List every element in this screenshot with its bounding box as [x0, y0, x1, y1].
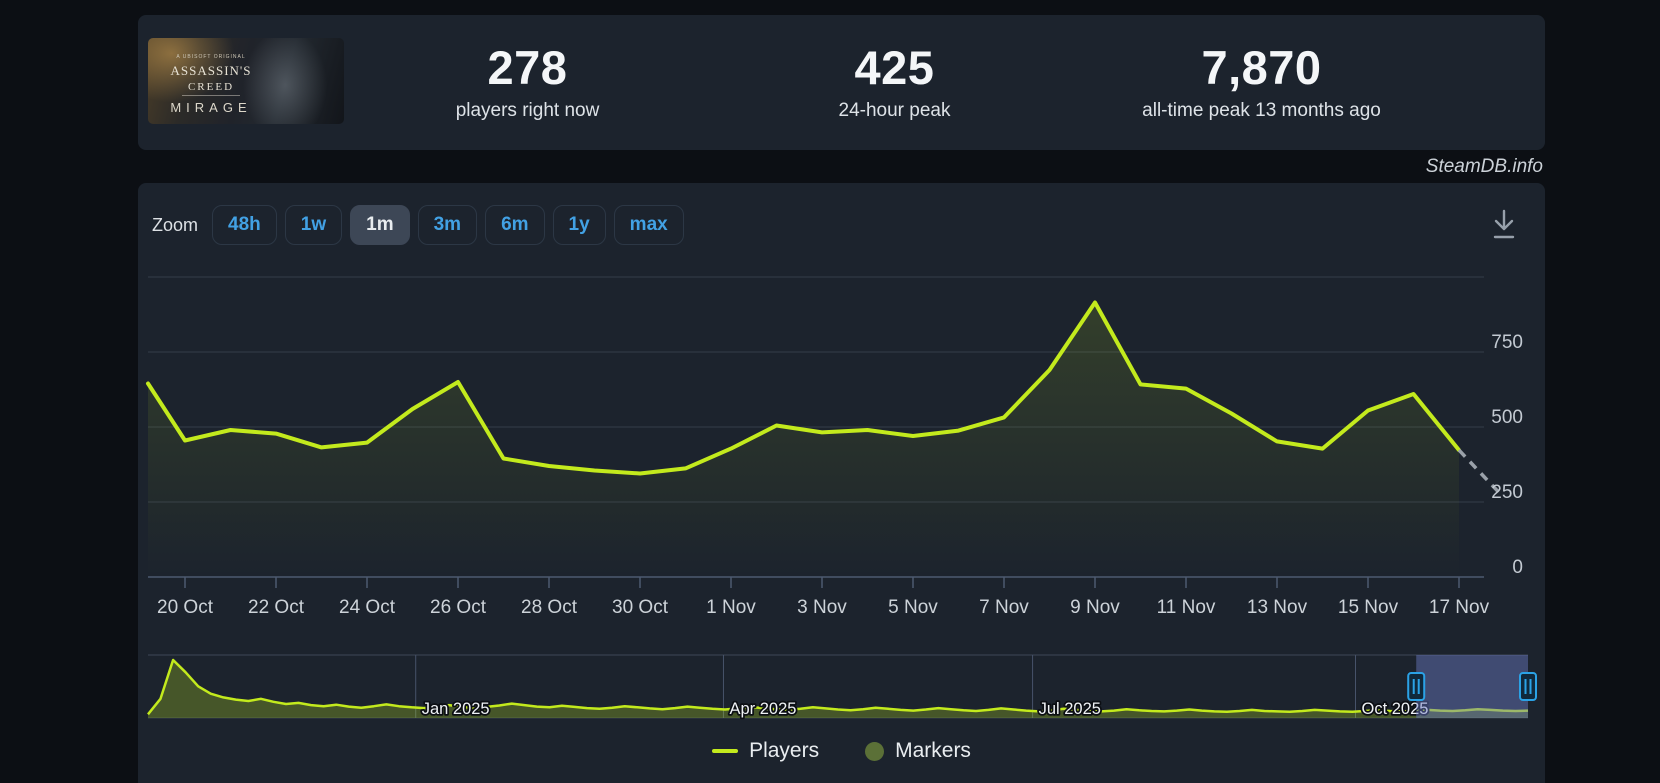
navigator-selection-window[interactable] [1416, 655, 1528, 718]
navigator-month-label: Oct 2025 [1362, 700, 1429, 718]
legend-item-markers[interactable]: Markers [865, 739, 971, 763]
players-projection-dashed-line [1457, 448, 1502, 495]
x-axis-label: 3 Nov [797, 597, 847, 618]
navigator-handle-left[interactable] [1407, 672, 1426, 701]
players-series [146, 300, 1502, 577]
x-axis-label: 22 Oct [248, 597, 305, 618]
zoom-toolbar: Zoom 48h 1w 1m 3m 6m 1y max [152, 205, 692, 245]
range-button-1m[interactable]: 1m [350, 205, 410, 245]
stat-label: 24-hour peak [838, 100, 951, 122]
y-axis-label: 750 [1491, 332, 1523, 353]
game-capsule-text: A UBISOFT ORIGINAL ASSASSIN'S CREED MIRA… [156, 54, 266, 115]
markers-swatch-circle-icon [865, 741, 885, 761]
players-line [146, 300, 1461, 476]
range-button-1y[interactable]: 1y [552, 205, 606, 245]
stat-value: 425 [854, 40, 935, 94]
range-button-6m[interactable]: 6m [485, 205, 545, 245]
navigator-line [147, 658, 1529, 716]
capsule-game-title: MIRAGE [170, 100, 252, 115]
x-axis-label: 7 Nov [979, 597, 1029, 618]
navigator-month-label: Jul 2025 [1039, 700, 1101, 718]
x-axis-label: 13 Nov [1247, 597, 1308, 618]
zoom-label: Zoom [152, 214, 199, 235]
player-stats-row: 278 players right now 425 24-hour peak 7,870… [344, 15, 1445, 150]
capsule-brand-line2: CREED [181, 81, 241, 96]
stat-label: players right now [455, 100, 600, 122]
x-axis-label: 11 Nov [1157, 597, 1216, 618]
navigator-month-label: Apr 2025 [729, 700, 796, 718]
range-button-3m[interactable]: 3m [417, 205, 478, 245]
y-axis-label: 250 [1491, 482, 1523, 503]
y-axis-label: 500 [1491, 407, 1523, 428]
app-header-card: A UBISOFT ORIGINAL ASSASSIN'S CREED MIRA… [138, 15, 1545, 150]
y-axis-label: 0 [1512, 557, 1523, 578]
x-axis-label: 17 Nov [1429, 597, 1490, 618]
game-capsule-image[interactable]: A UBISOFT ORIGINAL ASSASSIN'S CREED MIRA… [148, 38, 344, 124]
range-button-1w[interactable]: 1w [284, 205, 343, 245]
download-chart-button[interactable] [1487, 207, 1521, 243]
stat-block-2: 7,870 all-time peak 13 months ago [1078, 40, 1445, 122]
players-swatch-line-icon [712, 749, 739, 753]
players-chart-canvas[interactable]: 0 250 500 750 20 Oct 22 Oct 24 Oct 26 Oct 28 Oct… [138, 183, 1545, 783]
stat-block-1: 425 24-hour peak [711, 40, 1078, 122]
range-button-max[interactable]: max [613, 205, 684, 245]
stat-value: 278 [487, 40, 568, 94]
x-axis-label: 28 Oct [521, 597, 578, 618]
navigator-handle-right[interactable] [1519, 672, 1537, 701]
navigator-month-label: Jan 2025 [422, 700, 490, 718]
stat-value: 7,870 [1201, 40, 1322, 94]
legend-label: Players [749, 739, 820, 762]
download-icon [1493, 209, 1515, 239]
x-axis-label: 15 Nov [1338, 597, 1399, 618]
capsule-brand-line1: ASSASSIN'S [170, 63, 252, 78]
x-axis-label: 30 Oct [612, 597, 669, 618]
x-axis-label: 26 Oct [430, 597, 487, 618]
x-axis-label: 5 Nov [888, 597, 938, 618]
x-axis-label: 9 Nov [1070, 597, 1120, 618]
chart-legend: Players Markers [138, 739, 1545, 763]
legend-item-players[interactable]: Players [712, 739, 819, 763]
stat-block-0: 278 players right now [344, 40, 711, 122]
stat-label: all-time peak 13 months ago [1142, 100, 1381, 122]
chart-axes: 0 250 500 750 20 Oct 22 Oct 24 Oct 26 Oct 28 Oct… [148, 332, 1523, 618]
chart-card: Zoom 48h 1w 1m 3m 6m 1y max 0 250 500 750 20 Oct 22… [138, 183, 1545, 783]
range-button-48h[interactable]: 48h [212, 205, 277, 245]
x-axis-label: 1 Nov [706, 597, 756, 618]
x-axis-label: 24 Oct [339, 597, 396, 618]
x-axis-label: 20 Oct [157, 597, 214, 618]
steamdb-watermark: SteamDB.info [1425, 155, 1543, 177]
capsule-ubisoft-line: A UBISOFT ORIGINAL [176, 54, 246, 60]
players-area-fill [148, 302, 1459, 577]
range-buttons-group: 48h 1w 1m 3m 6m 1y max [212, 205, 692, 245]
legend-label: Markers [895, 739, 971, 762]
navigator-minichart[interactable]: Jan 2025 Apr 2025 Jul 2025 Oct 2025 [147, 654, 1537, 720]
